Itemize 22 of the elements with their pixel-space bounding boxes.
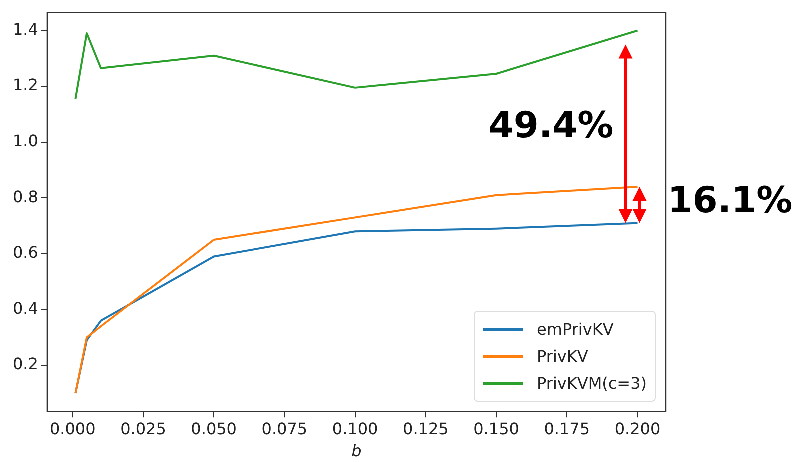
x-tick-label: 0.025 (120, 419, 166, 438)
annotation: 49.4% (488, 106, 614, 147)
legend-label: PrivKVM(c=3) (537, 374, 647, 393)
y-tick-label: 0.8 (12, 187, 38, 206)
y-tick-label: 1.0 (12, 132, 38, 150)
x-tick-label: 0.050 (191, 419, 237, 438)
text: 16.1% (668, 180, 793, 222)
x-tick-label: 0.075 (262, 419, 308, 438)
x-tick-label: 0.150 (474, 419, 520, 438)
y-tick-label: 1.4 (12, 20, 38, 39)
x-axis-title: b (352, 442, 362, 461)
y-tick-label: 0.6 (12, 243, 38, 262)
x-tick-label: 0.100 (332, 419, 378, 438)
y-tick-label: 1.2 (12, 76, 38, 95)
y-tick-label: 0.4 (12, 298, 38, 318)
x-tick-label: 0.175 (544, 419, 590, 438)
legend-label: emPrivKV (537, 320, 614, 339)
x-tick-label: 0.000 (50, 419, 96, 438)
x-tick-label: 0.200 (614, 419, 661, 438)
legend-label: PrivKV (537, 346, 588, 366)
x-tick-label: 0.125 (403, 419, 449, 438)
y-tick-label: 0.2 (12, 354, 38, 374)
